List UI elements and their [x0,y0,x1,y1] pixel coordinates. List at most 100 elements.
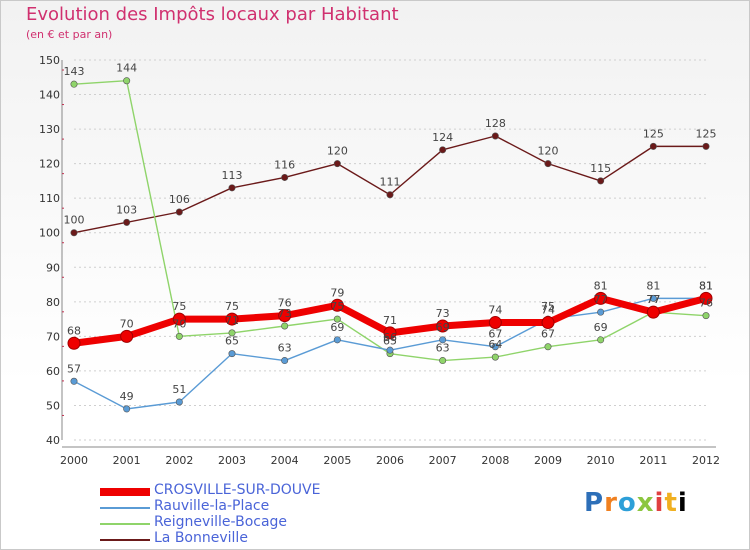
data-label: 113 [222,169,243,182]
data-point [439,146,447,154]
x-tick-label: 2012 [692,454,720,467]
data-label: 79 [330,286,344,299]
data-label: 75 [541,300,555,313]
legend-label: La Bonneville [154,530,248,546]
y-tick-label: 120 [39,158,60,171]
data-point [491,343,499,351]
data-label: 120 [538,145,559,158]
data-label: 77 [646,293,660,306]
legend-label: Reigneville-Bocage [154,514,288,530]
data-label: 74 [488,304,502,317]
legend-swatch [100,523,150,525]
data-labels: 100 103 106 113 116 120 111 124 128 120 115 125 125 1… [64,62,717,403]
y-tick-label: 100 [39,227,60,240]
data-label: 69 [330,321,344,334]
data-label: 73 [436,307,450,320]
data-point [597,177,605,185]
data-label: 144 [116,62,137,75]
data-label: 74 [541,304,555,317]
data-label: 77 [594,293,608,306]
data-label: 124 [432,131,453,144]
data-label: 81 [646,279,660,292]
data-label: 75 [172,300,186,313]
data-point [175,208,183,216]
y-tick-label: 110 [39,192,60,205]
data-label: 75 [225,300,239,313]
data-point [646,305,660,319]
y-tick-label: 150 [39,54,60,67]
data-label: 49 [120,390,134,403]
x-tick-label: 2003 [218,454,246,467]
data-point [439,336,447,344]
data-label: 67 [541,328,555,341]
data-point [70,80,78,88]
data-label: 76 [699,297,713,310]
data-label: 81 [699,279,713,292]
data-label: 103 [116,203,137,216]
data-point [439,357,447,365]
data-label: 128 [485,117,506,130]
data-label: 81 [594,279,608,292]
x-tick-label: 2001 [113,454,141,467]
y-tick-label: 90 [46,261,60,274]
data-point [330,298,344,312]
data-label: 66 [383,331,397,344]
data-point [70,229,78,237]
data-label: 70 [120,317,134,330]
x-tick-label: 2009 [534,454,562,467]
chart-title: Evolution des Impôts locaux par Habitant [26,4,399,25]
data-point [225,312,239,326]
data-point [333,160,341,168]
data-label: 125 [696,127,717,140]
data-label: 143 [64,65,85,78]
data-label: 116 [274,158,295,171]
data-point [436,319,450,333]
data-point [544,160,552,168]
y-tick-label: 40 [46,434,60,447]
data-label: 69 [436,321,450,334]
data-label: 71 [225,314,239,327]
series-lines [70,80,710,410]
data-point [228,184,236,192]
data-point [228,350,236,358]
data-label: 65 [383,335,397,348]
x-tick-label: 2000 [60,454,88,467]
data-point [333,336,341,344]
data-point [278,309,292,323]
data-point [649,142,657,150]
data-point [67,336,81,350]
data-label: 51 [172,383,186,396]
data-point [123,77,131,85]
data-point [541,316,555,330]
legend-swatch [100,488,150,496]
data-point [386,346,394,354]
data-label: 70 [172,317,186,330]
x-tick-label: 2004 [271,454,299,467]
x-tick-label: 2010 [587,454,615,467]
data-label: 75 [330,300,344,313]
data-point [120,329,134,343]
data-point [383,326,397,340]
data-label: 63 [278,342,292,355]
data-label: 63 [436,342,450,355]
data-point [70,377,78,385]
x-tick-label: 2011 [639,454,667,467]
data-label: 73 [278,307,292,320]
data-point [594,291,608,305]
data-point [281,322,289,330]
legend-label: Rauville-la-Place [154,498,270,514]
data-point [597,336,605,344]
data-point [281,357,289,365]
data-point [281,173,289,181]
data-point [699,291,713,305]
data-label: 69 [594,321,608,334]
data-label: 64 [488,338,502,351]
data-point [386,191,394,199]
data-label: 77 [646,293,660,306]
data-label: 68 [67,324,81,337]
axes: 40 50 60 70 80 90 100 110 120 130 140 150 2000 2001 20… [39,54,720,467]
series-points [67,77,713,413]
data-point [175,332,183,340]
data-point [491,132,499,140]
